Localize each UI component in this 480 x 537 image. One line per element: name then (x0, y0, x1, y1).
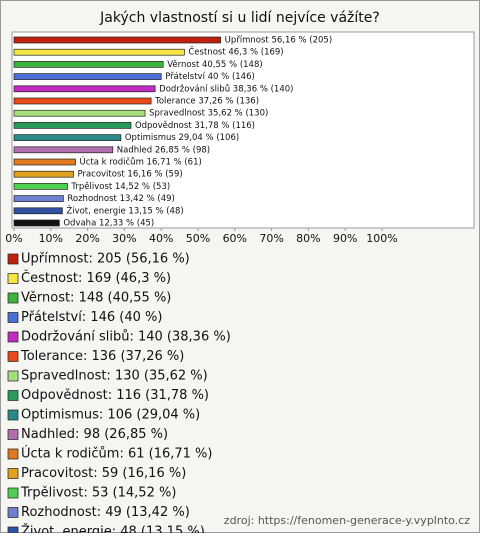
bar (13, 195, 64, 202)
value-label: Věrnost 40,55 % (148) (167, 60, 262, 70)
legend-label: Nadhled: 98 (26,85 %) (21, 427, 168, 442)
bar (13, 207, 63, 215)
x-tick-label: 30% (112, 232, 136, 245)
legend-swatch (7, 370, 19, 382)
legend-label: Přátelství: 146 (40 %) (21, 310, 162, 325)
x-tick-label: 90% (333, 232, 357, 245)
bar (13, 109, 146, 117)
legend-label: Čestnost: 169 (46,3 %) (21, 270, 171, 286)
legend-swatch (7, 390, 19, 401)
legend-label: Trpělivost: 53 (14,52 %) (20, 486, 176, 501)
bar (13, 36, 222, 44)
legend-label: Odpovědnost: 116 (31,78 %) (21, 388, 209, 403)
bar (13, 219, 60, 227)
bar (13, 85, 156, 93)
legend-swatch (7, 409, 19, 421)
legend-swatch (7, 429, 19, 440)
bar (13, 122, 132, 129)
legend-label: Dodržování slibů: 140 (38,36 %) (21, 330, 231, 345)
value-label: Pracovitost 16,16 % (59) (77, 170, 182, 180)
value-label: Nadhled 26,85 % (98) (117, 145, 210, 155)
legend-label: Věrnost: 148 (40,55 %) (21, 291, 171, 306)
value-label: Rozhodnost 13,42 % (49) (67, 194, 174, 204)
x-tick-label: 100% (366, 232, 397, 245)
legend-swatch (7, 468, 19, 479)
legend-label: Úcta k rodičům: 61 (16,71 %) (21, 446, 212, 462)
legend-swatch (7, 273, 19, 284)
value-label: Tolerance 37,26 % (136) (154, 97, 259, 107)
value-label: Odpovědnost 31,78 % (116) (135, 121, 255, 131)
chart-title: Jakých vlastností si u lidí nejvíce váží… (99, 10, 380, 26)
legend-swatch (7, 487, 19, 499)
value-label: Spravedlnost 35,62 % (130) (149, 109, 268, 119)
value-label: Úcta k rodičům 16,71 % (61) (79, 156, 201, 168)
bar (13, 183, 68, 190)
bar (13, 158, 76, 166)
value-label: Přátelství 40 % (146) (165, 72, 255, 82)
legend-label: Pracovitost: 59 (16,16 %) (21, 466, 186, 481)
x-tick-label: 80% (296, 232, 320, 245)
bar (13, 61, 164, 68)
x-tick-label: 40% (149, 232, 173, 245)
value-label: Život, energie 13,15 % (48) (66, 204, 183, 216)
x-tick-label: 50% (186, 232, 210, 245)
x-tick-label: 20% (75, 232, 99, 245)
bar (13, 73, 162, 80)
x-tick-label: 0% (5, 232, 22, 245)
legend-swatch (7, 253, 19, 265)
bar (13, 146, 114, 154)
bar (13, 134, 122, 141)
x-tick-label: 10% (39, 232, 63, 245)
legend-label: Upřímnost: 205 (56,16 %) (21, 252, 190, 267)
legend-swatch (7, 331, 19, 343)
legend-label: Život, energie: 48 (13,15 %) (21, 524, 205, 534)
bar (13, 48, 185, 56)
legend-swatch (7, 312, 19, 323)
legend-swatch (7, 351, 19, 362)
legend-swatch (7, 526, 19, 537)
value-label: Čestnost 46,3 % (169) (188, 46, 283, 58)
legend-swatch (7, 292, 19, 304)
value-label: Dodržování slibů 38,36 % (140) (159, 83, 293, 94)
x-tick-label: 60% (223, 232, 247, 245)
legend-label: Spravedlnost: 130 (35,62 %) (21, 369, 208, 384)
value-label: Optimismus 29,04 % (106) (125, 133, 239, 143)
legend-label: Optimismus: 106 (29,04 %) (21, 408, 200, 423)
bar (13, 170, 74, 178)
source: zdroj: https://fenomen-generace-y.vyplnt… (224, 514, 470, 527)
x-tick-label: 70% (259, 232, 283, 245)
legend-swatch (7, 448, 19, 460)
value-label: Upřímnost 56,16 % (205) (225, 36, 332, 46)
legend-label: Tolerance: 136 (37,26 %) (20, 349, 184, 364)
value-label: Trpělivost 14,52 % (53) (70, 182, 170, 192)
legend-swatch (7, 507, 19, 518)
value-label: Odvaha 12,33 % (45) (63, 219, 154, 229)
legend-label: Rozhodnost: 49 (13,42 %) (21, 505, 190, 520)
bar (13, 97, 152, 105)
